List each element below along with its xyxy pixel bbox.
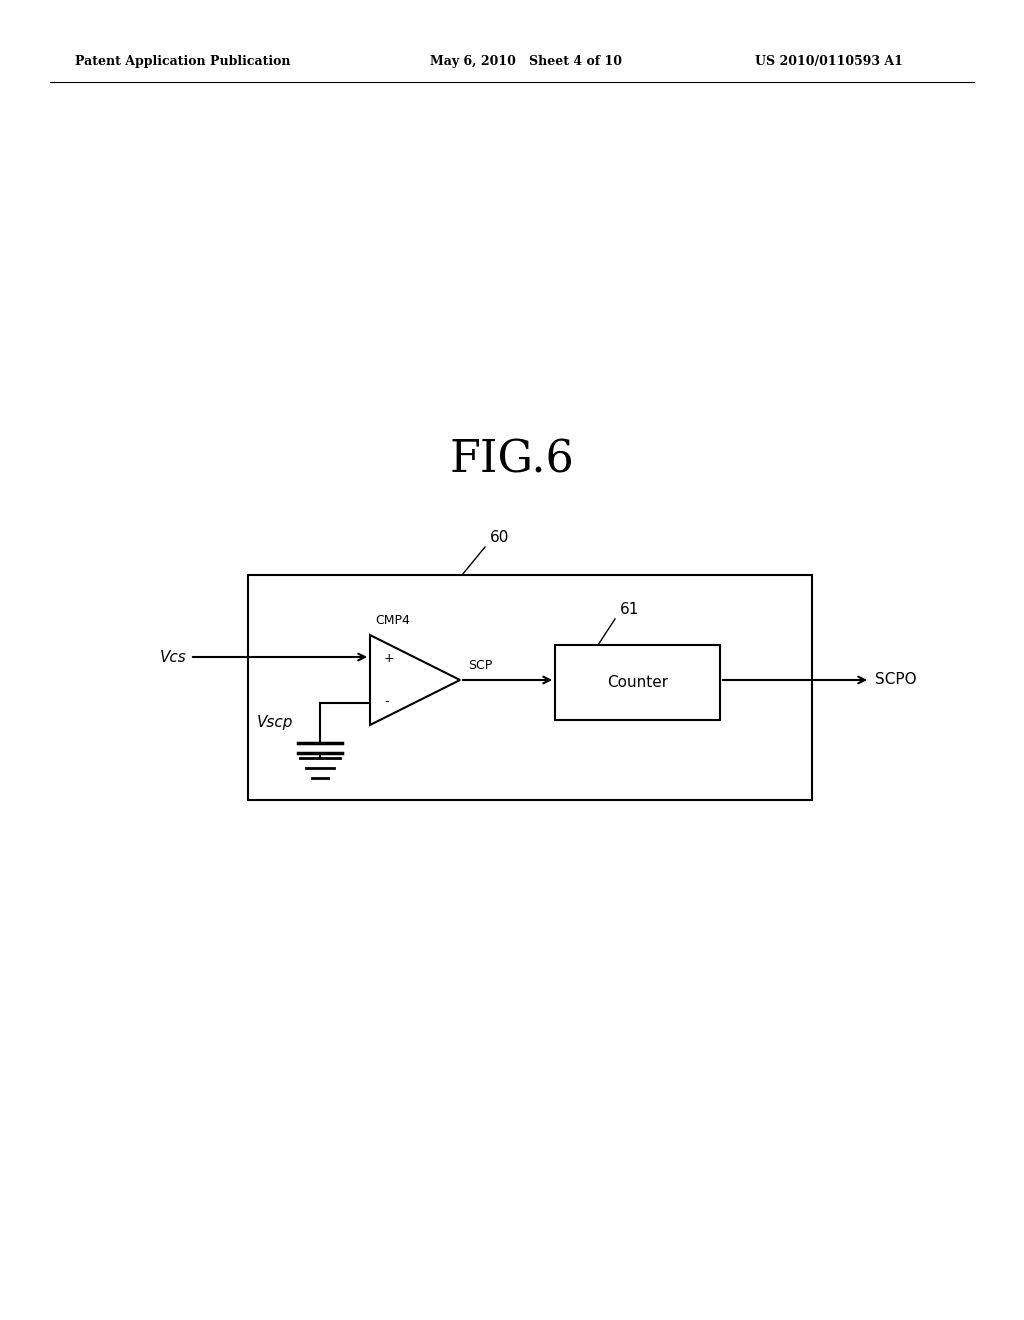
- Text: FIG.6: FIG.6: [450, 438, 574, 482]
- Text: Vscp: Vscp: [257, 715, 293, 730]
- Text: -: -: [384, 696, 388, 709]
- Text: May 6, 2010   Sheet 4 of 10: May 6, 2010 Sheet 4 of 10: [430, 55, 622, 69]
- Bar: [555, 645, 720, 719]
- Bar: [248, 576, 812, 800]
- Text: Patent Application Publication: Patent Application Publication: [75, 55, 291, 69]
- Text: SCP: SCP: [468, 659, 493, 672]
- Text: Vcs: Vcs: [160, 649, 186, 664]
- Text: US 2010/0110593 A1: US 2010/0110593 A1: [755, 55, 903, 69]
- Text: 60: 60: [490, 531, 509, 545]
- Text: CMP4: CMP4: [375, 614, 410, 627]
- Text: +: +: [384, 652, 394, 664]
- Text: SCPO: SCPO: [874, 672, 916, 688]
- Text: 61: 61: [620, 602, 639, 616]
- Text: Counter: Counter: [607, 675, 668, 690]
